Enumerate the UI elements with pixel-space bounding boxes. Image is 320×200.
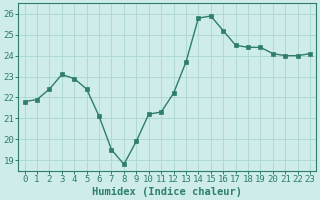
X-axis label: Humidex (Indice chaleur): Humidex (Indice chaleur) [92, 186, 242, 197]
